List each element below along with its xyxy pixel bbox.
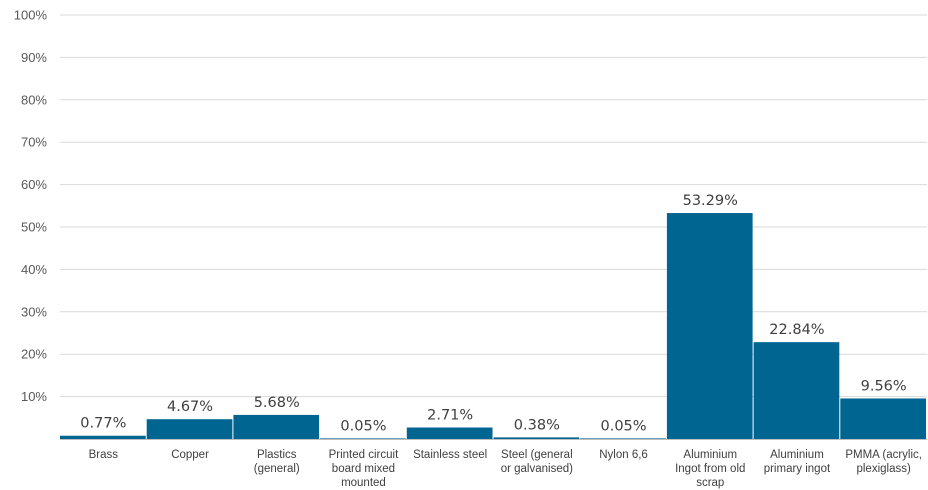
y-tick-label: 90% [21, 50, 47, 65]
data-label: 0.05% [601, 418, 647, 434]
y-tick-label: 60% [21, 177, 47, 192]
x-tick-label: PMMA (acrylic, [845, 449, 922, 461]
x-tick-label: Aluminium [683, 449, 737, 461]
x-tick-label: Printed circuit [329, 449, 399, 461]
data-labels: 0.77% 4.67% 5.68% 0.05% 2.71% 0.38% 0.05% 53.29… [80, 193, 906, 434]
data-label: 0.05% [340, 418, 386, 434]
x-tick-label: Plastics [257, 449, 297, 461]
bar [60, 435, 146, 439]
y-tick-label: 50% [21, 220, 47, 235]
data-label: 53.29% [683, 193, 738, 209]
x-tick-label: primary ingot [764, 463, 831, 475]
x-tick-label: Nylon 6,6 [599, 449, 648, 461]
x-tick-label: Brass [89, 449, 119, 461]
x-tick-label: scrap [696, 477, 724, 489]
x-tick-label: or galvanised) [501, 463, 573, 475]
x-axis-ticks: Brass Copper Plastics (general) Printed circ… [89, 449, 922, 489]
bars [60, 213, 926, 439]
bar [753, 342, 840, 439]
x-tick-label: Ingot from old [675, 463, 745, 475]
x-tick-label: Steel (general [501, 449, 573, 461]
bar [146, 419, 233, 439]
y-axis-ticks: 10% 20% 30% 40% 50% 60% 70% 80% 90% 100% [14, 8, 48, 405]
x-tick-label: Copper [171, 449, 209, 461]
data-label: 9.56% [861, 378, 907, 394]
bar [233, 414, 320, 439]
bar [406, 427, 493, 439]
bar [580, 438, 666, 439]
gridlines [60, 14, 927, 398]
bar [840, 398, 926, 439]
data-label: 4.67% [167, 399, 213, 415]
x-tick-label: mounted [341, 477, 386, 489]
y-tick-label: 20% [21, 347, 47, 362]
x-tick-label: (general) [254, 463, 300, 475]
y-tick-label: 10% [21, 389, 47, 404]
y-tick-label: 30% [21, 304, 47, 319]
y-tick-label: 70% [21, 135, 47, 150]
data-label: 5.68% [254, 395, 300, 411]
y-tick-label: 40% [21, 262, 47, 277]
data-label: 22.84% [769, 322, 824, 338]
data-label: 2.71% [427, 408, 473, 424]
x-tick-label: plexiglass) [856, 463, 910, 475]
bar [493, 437, 580, 439]
data-label: 0.38% [514, 417, 560, 433]
x-tick-label: board mixed [332, 463, 395, 475]
bar [320, 438, 406, 439]
data-label: 0.77% [80, 416, 126, 432]
x-tick-label: Stainless steel [413, 449, 487, 461]
y-tick-label: 80% [21, 92, 47, 107]
bar [666, 213, 753, 439]
y-tick-label: 100% [14, 8, 48, 23]
x-tick-label: Aluminium [770, 449, 824, 461]
